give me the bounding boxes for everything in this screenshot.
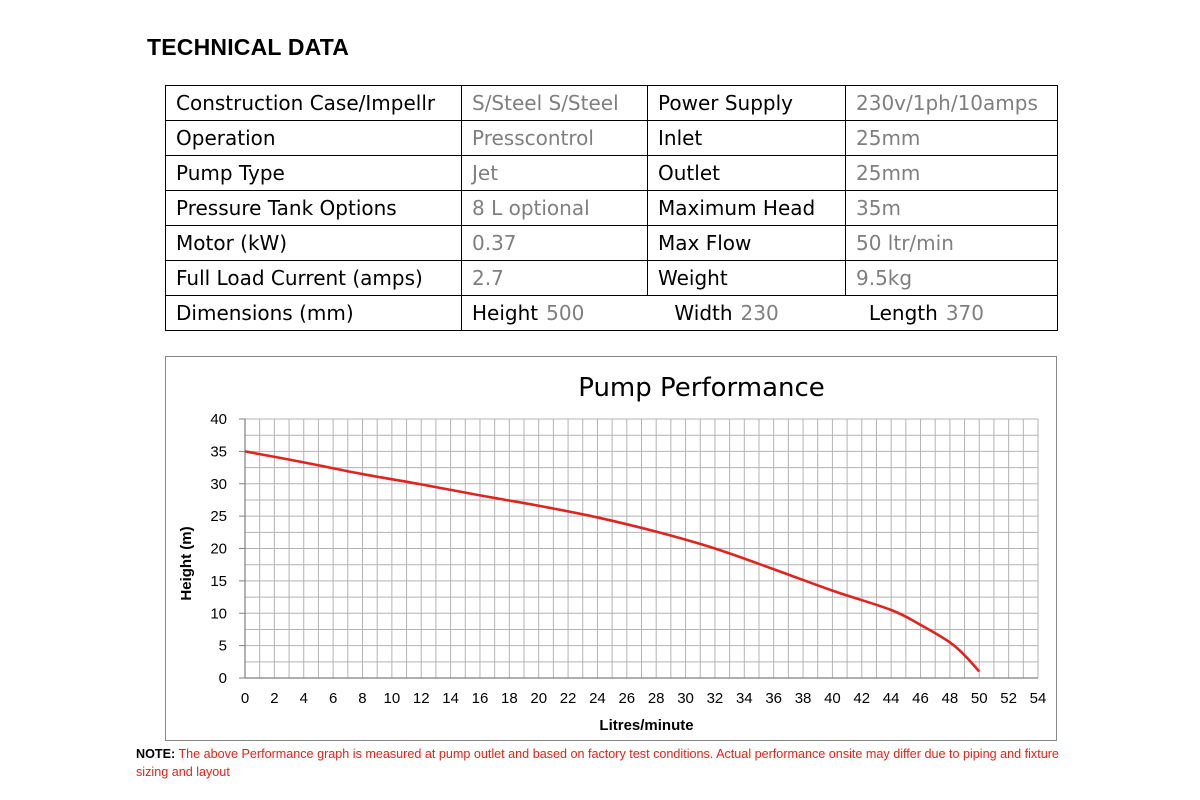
x-tick-label: 0 <box>241 690 249 707</box>
x-axis-title: Litres/minute <box>599 717 693 734</box>
spec-value: 25mm <box>845 120 1058 156</box>
y-tick-label: 5 <box>219 638 227 655</box>
y-axis-title: Height (m) <box>178 526 195 600</box>
spec-value: 35m <box>845 190 1058 226</box>
performance-note: NOTE: The above Performance graph is mea… <box>136 745 1086 781</box>
note-label: NOTE: <box>136 747 176 761</box>
y-tick-label: 15 <box>210 573 227 590</box>
y-tick-label: 10 <box>210 605 227 622</box>
x-tick-label: 46 <box>912 690 929 707</box>
dimension-width-value: 230 <box>740 301 779 325</box>
x-tick-label: 16 <box>472 690 489 707</box>
series-line-0 <box>244 450 981 673</box>
dimension-height-value: 500 <box>546 301 585 325</box>
spec-label: Construction Case/Impellr <box>165 85 462 121</box>
spec-row: Operation Presscontrol Inlet 25mm <box>165 120 1058 156</box>
spec-label: Operation <box>165 120 462 156</box>
spec-value: 25mm <box>845 155 1058 191</box>
y-tick-label: 30 <box>210 476 227 493</box>
x-tick-label: 48 <box>942 690 959 707</box>
y-tick-label: 25 <box>210 508 227 525</box>
x-tick-label: 4 <box>300 690 308 707</box>
x-tick-label: 20 <box>530 690 547 707</box>
x-tick-label: 28 <box>648 690 665 707</box>
dimension-width-label: Width <box>674 301 733 325</box>
spec-value: 230v/1ph/10amps <box>845 85 1058 121</box>
x-tick-label: 50 <box>971 690 988 707</box>
x-tick-label: 14 <box>442 690 459 707</box>
spec-label: Maximum Head <box>647 190 846 226</box>
spec-value: 8 L optional <box>461 190 648 226</box>
x-tick-label: 12 <box>413 690 430 707</box>
spec-value: Jet <box>461 155 648 191</box>
spec-row: Full Load Current (amps) 2.7 Weight 9.5kg <box>165 260 1058 296</box>
x-tick-label: 54 <box>1030 690 1047 707</box>
spec-label: Weight <box>647 260 846 296</box>
spec-label: Motor (kW) <box>165 225 462 261</box>
spec-label: Outlet <box>647 155 846 191</box>
page-heading: TECHNICAL DATA <box>147 34 350 60</box>
x-tick-label: 44 <box>883 690 900 707</box>
spec-label: Full Load Current (amps) <box>165 260 462 296</box>
x-tick-label: 34 <box>736 690 753 707</box>
x-tick-label: 38 <box>795 690 812 707</box>
chart-title: Pump Performance <box>578 373 825 403</box>
x-tick-label: 40 <box>824 690 841 707</box>
x-tick-label: 18 <box>501 690 518 707</box>
spec-value: 50 ltr/min <box>845 225 1058 261</box>
dimensions-row: Dimensions (mm) Height 500 Width 230 Lengt… <box>165 295 1058 331</box>
dimension-height-label: Height <box>472 301 539 325</box>
spec-label: Pressure Tank Options <box>165 190 462 226</box>
technical-data-table: Construction Case/Impellr S/Steel S/Steel… <box>165 85 1058 331</box>
x-tick-label: 42 <box>853 690 870 707</box>
spec-row: Motor (kW) 0.37 Max Flow 50 ltr/min <box>165 225 1058 261</box>
spec-row: Pump Type Jet Outlet 25mm <box>165 155 1058 191</box>
x-tick-label: 36 <box>765 690 782 707</box>
note-text: The above Performance graph is measured … <box>136 747 1059 779</box>
x-tick-label: 8 <box>358 690 366 707</box>
y-tick-label: 40 <box>210 411 227 428</box>
dimension-length-label: Length <box>868 301 938 325</box>
y-tick-label: 35 <box>210 443 227 460</box>
spec-label: Power Supply <box>647 85 846 121</box>
spec-row: Construction Case/Impellr S/Steel S/Steel… <box>165 85 1058 121</box>
x-tick-label: 22 <box>560 690 577 707</box>
x-tick-label: 10 <box>384 690 401 707</box>
x-tick-label: 6 <box>329 690 337 707</box>
spec-value: 0.37 <box>461 225 648 261</box>
x-tick-label: 30 <box>677 690 694 707</box>
spec-value: S/Steel S/Steel <box>461 85 648 121</box>
dimension-length-value: 370 <box>945 301 984 325</box>
spec-label: Inlet <box>647 120 846 156</box>
x-tick-label: 24 <box>589 690 606 707</box>
dimensions-values: Height 500 Width 230 Length 370 <box>461 295 1058 331</box>
spec-value: Presscontrol <box>461 120 648 156</box>
spec-value: 2.7 <box>461 260 648 296</box>
dimensions-label: Dimensions (mm) <box>165 295 462 331</box>
x-tick-label: 26 <box>618 690 635 707</box>
spec-label: Max Flow <box>647 225 846 261</box>
x-tick-label: 2 <box>270 690 278 707</box>
dimension-height: Height 500 <box>472 298 584 328</box>
x-tick-label: 32 <box>707 690 724 707</box>
dimension-width: Width 230 <box>674 298 778 328</box>
spec-row: Pressure Tank Options 8 L optional Maximum… <box>165 190 1058 226</box>
spec-value: 9.5kg <box>845 260 1058 296</box>
y-tick-label: 0 <box>219 670 227 687</box>
y-tick-label: 20 <box>210 541 227 558</box>
dimension-length: Length 370 <box>869 298 984 328</box>
x-tick-label: 52 <box>1000 690 1017 707</box>
spec-label: Pump Type <box>165 155 462 191</box>
